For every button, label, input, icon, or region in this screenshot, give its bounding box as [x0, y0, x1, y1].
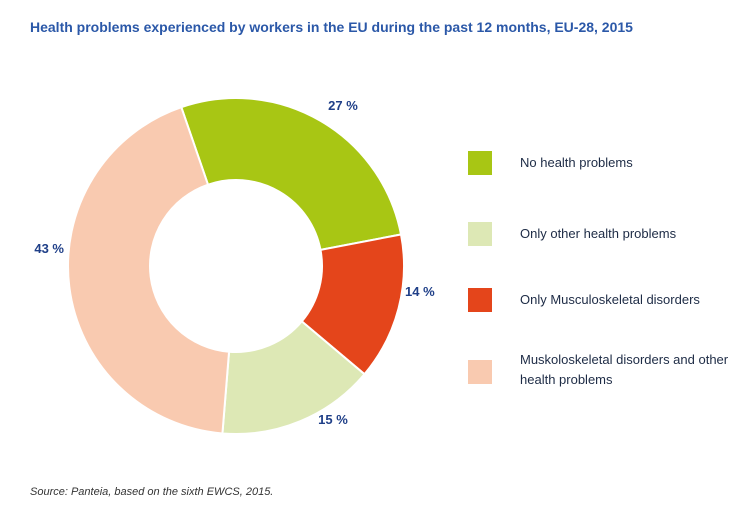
slice-value-label: 15 % — [318, 412, 348, 427]
legend-label: No health problems — [520, 155, 633, 170]
legend-swatch — [468, 288, 492, 312]
chart-legend: No health problems Only other health pro… — [468, 0, 748, 517]
slice-labels: 27 % 14 % 15 % 43 % — [34, 98, 435, 427]
legend-swatch — [468, 151, 492, 175]
legend-swatch — [468, 360, 492, 384]
chart-title: Health problems experienced by workers i… — [30, 19, 633, 35]
slice-value-label: 14 % — [405, 284, 435, 299]
legend-swatch — [468, 222, 492, 246]
donut-slice — [67, 105, 231, 435]
legend-label: Muskoloskeletal disorders and other heal… — [520, 352, 729, 387]
slice-value-label: 27 % — [328, 98, 358, 113]
legend-label: Only other health problems — [520, 226, 677, 241]
donut-slices — [67, 97, 405, 435]
donut-slice — [180, 97, 403, 252]
legend-label: Only Musculoskeletal disorders — [520, 292, 700, 307]
slice-value-label: 43 % — [34, 241, 64, 256]
source-note: Source: Panteia, based on the sixth EWCS… — [30, 486, 274, 498]
